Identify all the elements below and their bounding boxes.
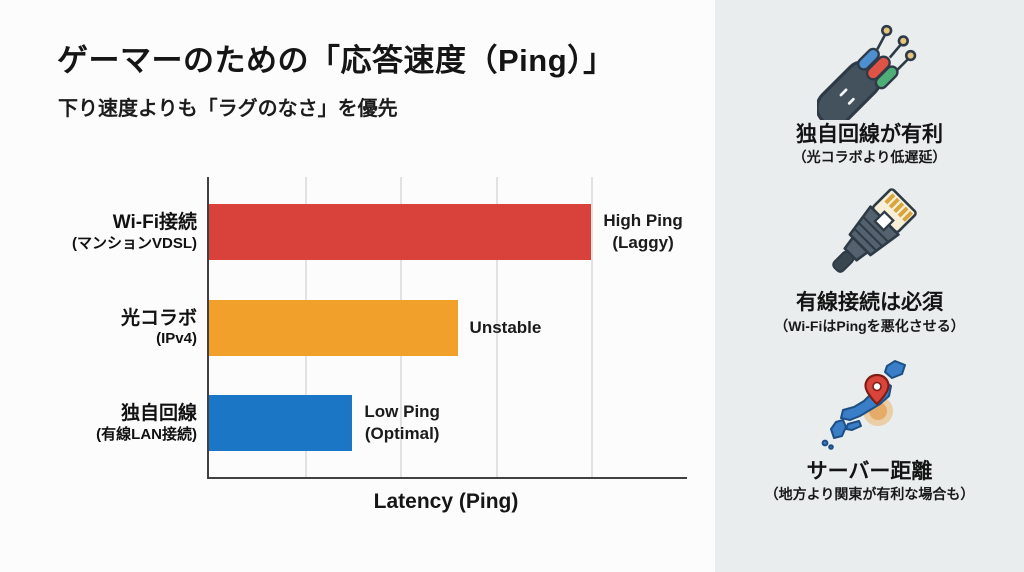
gridline [591,177,594,478]
sidebar-item-title: サーバー距離 [806,459,933,483]
bar-value-label: Low Ping (Optimal) [364,402,440,444]
fiber-cable-icon [817,16,921,120]
category-label: Wi-Fi接続 (マンションVDSL) [72,211,197,252]
page-subtitle: 下り速度よりも「ラグのなさ」を優先 [58,98,398,121]
sidebar-item-title: 有線接続は必須 [795,291,943,315]
sidebar-item-subtitle: （地方より関東が有利な場合も） [764,486,975,503]
page-title: ゲーマーのための「応答速度（Ping）」 [57,43,615,78]
sidebar-item-title: 独自回線が有利 [795,123,943,146]
latency-bar-chart: Wi-Fi接続 (マンションVDSL) High Ping (Laggy) 光コラボ (I… [72,177,687,480]
bar-value-label: High Ping (Laggy) [603,211,683,253]
latency-bar [209,395,353,452]
latency-bar [209,204,592,261]
sidebar-item-dedicated-line: 独自回線が有利 （光コラボより低遅延） [792,16,947,166]
bar-value-label: Unstable [469,317,542,337]
category-label: 光コラボ (IPv4) [120,307,197,348]
category-label: 独自回線 (有線LAN接続) [96,402,197,443]
sidebar: 独自回線が有利 （光コラボより低遅延） [715,0,1024,572]
sidebar-item-server-distance: サーバー距離 （地方より関東が有利な場合も） [764,353,975,503]
gridline [495,177,498,478]
sidebar-item-subtitle: （光コラボより低遅延） [792,149,947,166]
x-axis-label: Latency (Ping) [373,490,519,514]
sidebar-item-wired-connection: 有線接続は必須 （Wi-FiはPingを悪化させる） [774,184,965,334]
sidebar-item-subtitle: （Wi-FiはPingを悪化させる） [774,317,965,334]
latency-bar [209,299,458,356]
japan-map-pin-icon [813,353,925,457]
main-panel: ゲーマーのための「応答速度（Ping）」 下り速度よりも「ラグのなさ」を優先 W… [57,43,687,514]
ethernet-plug-icon [817,184,921,288]
